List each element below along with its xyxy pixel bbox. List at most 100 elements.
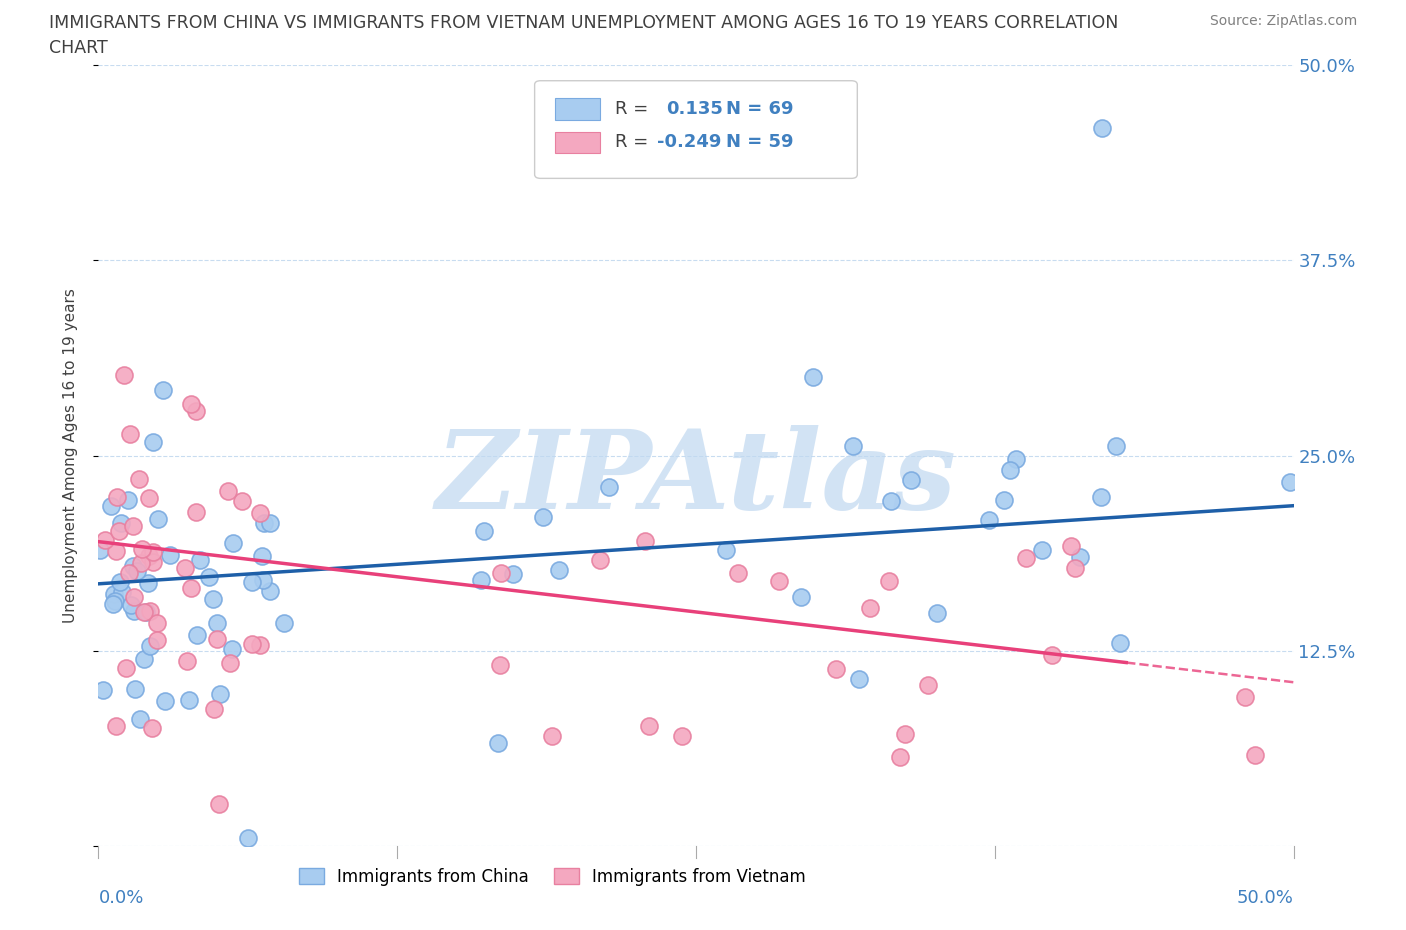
Text: -0.249: -0.249 bbox=[657, 133, 721, 152]
Point bbox=[202, 592, 225, 607]
Point bbox=[208, 686, 231, 701]
Point bbox=[112, 367, 135, 382]
Point bbox=[94, 533, 117, 548]
Point bbox=[1279, 474, 1302, 489]
Point bbox=[236, 831, 259, 846]
Point bbox=[125, 564, 148, 578]
Point bbox=[204, 701, 226, 716]
Point bbox=[1234, 689, 1257, 704]
Point bbox=[207, 616, 229, 631]
Point bbox=[129, 555, 152, 570]
Legend: Immigrants from China, Immigrants from Vietnam: Immigrants from China, Immigrants from V… bbox=[292, 861, 813, 893]
Point bbox=[131, 541, 153, 556]
Point bbox=[120, 598, 142, 613]
Point bbox=[104, 593, 127, 608]
Point bbox=[124, 682, 146, 697]
Point bbox=[977, 512, 1000, 527]
Point bbox=[184, 504, 207, 519]
Point bbox=[145, 615, 167, 630]
Point bbox=[240, 575, 263, 590]
Point bbox=[122, 604, 145, 618]
Point bbox=[110, 516, 132, 531]
FancyBboxPatch shape bbox=[555, 131, 600, 153]
Point bbox=[142, 544, 165, 559]
Point bbox=[1040, 647, 1063, 662]
Point bbox=[894, 726, 917, 741]
FancyBboxPatch shape bbox=[555, 98, 600, 120]
Point bbox=[103, 586, 125, 601]
Point bbox=[841, 438, 863, 453]
Point bbox=[118, 426, 141, 441]
Point bbox=[176, 654, 198, 669]
Point bbox=[1015, 551, 1038, 565]
Point bbox=[1244, 748, 1267, 763]
Point bbox=[489, 565, 512, 580]
Point bbox=[801, 369, 824, 384]
Point bbox=[231, 493, 253, 508]
Point bbox=[115, 660, 138, 675]
Point bbox=[180, 397, 202, 412]
Point bbox=[89, 542, 111, 557]
Point bbox=[138, 549, 160, 564]
Point bbox=[105, 543, 128, 558]
Text: N = 59: N = 59 bbox=[725, 133, 793, 152]
Point bbox=[998, 462, 1021, 477]
Point bbox=[531, 510, 554, 525]
Point bbox=[111, 584, 134, 599]
Text: N = 69: N = 69 bbox=[725, 100, 793, 118]
Point bbox=[155, 694, 177, 709]
Point bbox=[252, 573, 274, 588]
Point bbox=[180, 580, 202, 595]
Point bbox=[240, 637, 263, 652]
Point bbox=[502, 566, 524, 581]
Point bbox=[1108, 635, 1130, 650]
Point bbox=[1031, 542, 1053, 557]
Point bbox=[142, 554, 165, 569]
Point bbox=[489, 658, 512, 672]
Point bbox=[139, 638, 162, 653]
Point bbox=[714, 542, 737, 557]
Point bbox=[1069, 550, 1091, 565]
Point bbox=[790, 589, 813, 604]
Point bbox=[917, 677, 939, 692]
Text: CHART: CHART bbox=[49, 39, 108, 57]
Point bbox=[768, 574, 790, 589]
Point bbox=[184, 404, 207, 418]
Text: ZIPAtlas: ZIPAtlas bbox=[436, 425, 956, 533]
Point bbox=[218, 656, 240, 671]
Point bbox=[598, 479, 620, 494]
Point bbox=[634, 534, 657, 549]
Point bbox=[208, 796, 231, 811]
Point bbox=[589, 552, 612, 567]
Point bbox=[105, 718, 128, 733]
Point bbox=[121, 519, 143, 534]
Point bbox=[825, 661, 848, 676]
Point bbox=[1064, 560, 1087, 575]
Point bbox=[221, 642, 243, 657]
Point bbox=[132, 652, 155, 667]
Point bbox=[107, 524, 129, 538]
Point bbox=[186, 628, 208, 643]
Point bbox=[197, 570, 219, 585]
Text: R =: R = bbox=[614, 133, 648, 152]
Point bbox=[177, 692, 200, 707]
Point bbox=[139, 604, 162, 618]
Point bbox=[148, 512, 170, 527]
Point bbox=[1105, 438, 1128, 453]
Point bbox=[108, 575, 131, 590]
Point bbox=[249, 637, 271, 652]
Point bbox=[132, 604, 155, 619]
Text: 50.0%: 50.0% bbox=[1237, 889, 1294, 908]
Point bbox=[222, 536, 245, 551]
Text: Source: ZipAtlas.com: Source: ZipAtlas.com bbox=[1209, 14, 1357, 28]
Point bbox=[138, 491, 160, 506]
Point bbox=[117, 565, 139, 580]
Point bbox=[136, 576, 159, 591]
Point bbox=[993, 492, 1015, 507]
Point bbox=[638, 719, 661, 734]
Point bbox=[472, 524, 495, 538]
Point bbox=[252, 549, 274, 564]
Text: IMMIGRANTS FROM CHINA VS IMMIGRANTS FROM VIETNAM UNEMPLOYMENT AMONG AGES 16 TO 1: IMMIGRANTS FROM CHINA VS IMMIGRANTS FROM… bbox=[49, 14, 1119, 32]
Point bbox=[259, 515, 281, 530]
Point bbox=[129, 711, 152, 726]
